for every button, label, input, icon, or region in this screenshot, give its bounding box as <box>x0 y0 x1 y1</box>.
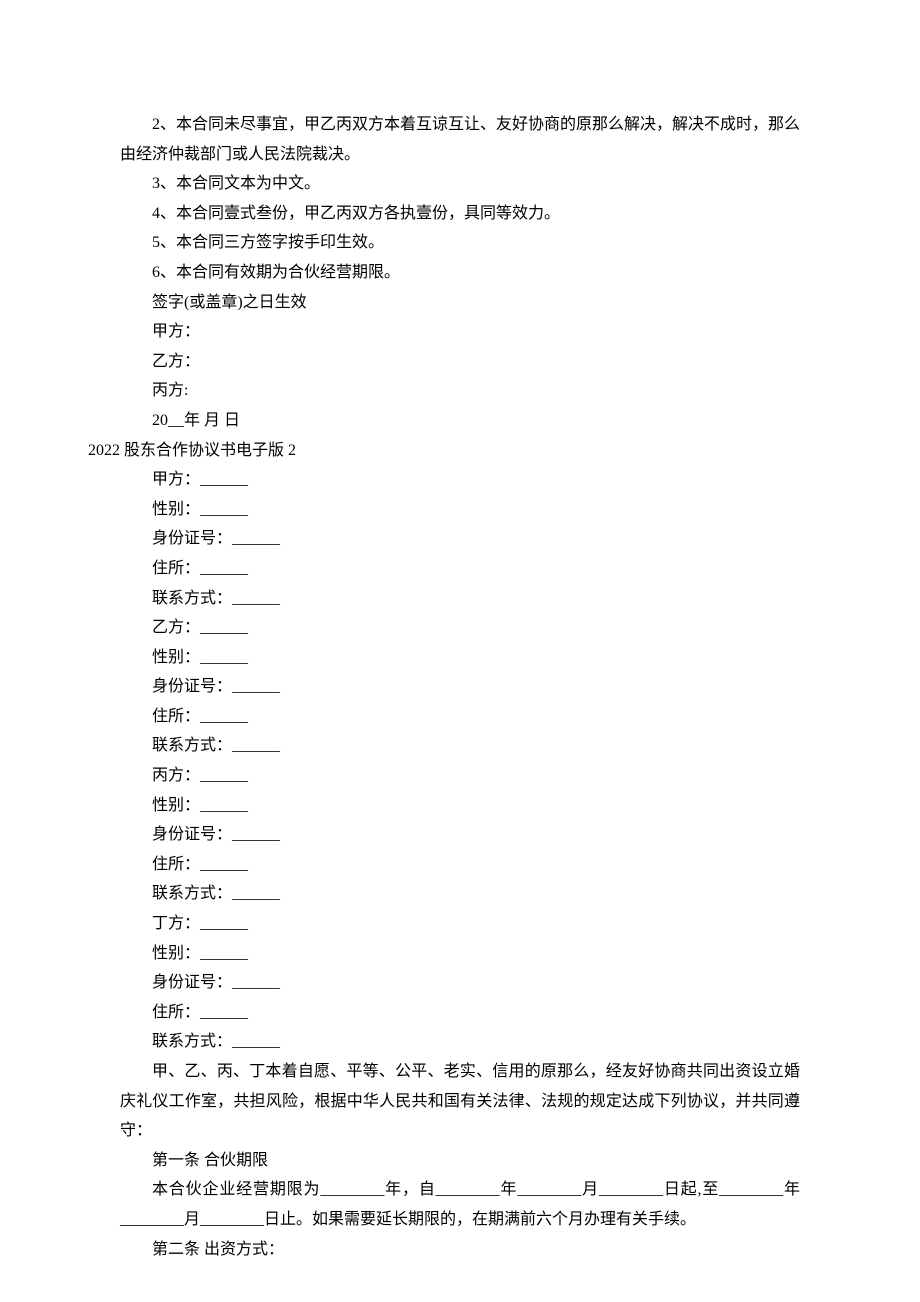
party-b-addr: 住所：______ <box>120 702 800 732</box>
party-d-contact: 联系方式：______ <box>120 1027 800 1057</box>
clause-2: 2、本合同未尽事宜，甲乙丙双方本着互谅互让、友好协商的原那么解决，解决不成时，那… <box>120 110 800 169</box>
party-b-contact: 联系方式：______ <box>120 731 800 761</box>
party-d-name: 丁方：______ <box>120 909 800 939</box>
party-d-gender: 性别：______ <box>120 939 800 969</box>
article-1-title: 第一条 合伙期限 <box>120 1146 800 1176</box>
preamble: 甲、乙、丙、丁本着自愿、平等、公平、老实、信用的原那么，经友好协商共同出资设立婚… <box>120 1057 800 1146</box>
party-b-name: 乙方：______ <box>120 613 800 643</box>
party-b-id: 身份证号：______ <box>120 672 800 702</box>
clause-3: 3、本合同文本为中文。 <box>120 169 800 199</box>
party-c-gender: 性别：______ <box>120 791 800 821</box>
party-a-id: 身份证号：______ <box>120 524 800 554</box>
party-a-contact: 联系方式：______ <box>120 584 800 614</box>
party-a-addr: 住所：______ <box>120 554 800 584</box>
clause-5: 5、本合同三方签字按手印生效。 <box>120 228 800 258</box>
party-a-gender: 性别：______ <box>120 495 800 525</box>
party-c-sign: 丙方: <box>120 376 800 406</box>
clause-6: 6、本合同有效期为合伙经营期限。 <box>120 258 800 288</box>
article-1-body: 本合伙企业经营期限为________年，自________年________月_… <box>120 1175 800 1234</box>
article-2-title: 第二条 出资方式： <box>120 1235 800 1265</box>
party-d-id: 身份证号：______ <box>120 968 800 998</box>
party-b-gender: 性别：______ <box>120 643 800 673</box>
party-d-addr: 住所：______ <box>120 998 800 1028</box>
party-c-id: 身份证号：______ <box>120 820 800 850</box>
effective-note: 签字(或盖章)之日生效 <box>120 288 800 318</box>
party-a-sign: 甲方： <box>120 317 800 347</box>
clause-4: 4、本合同壹式叁份，甲乙丙双方各执壹份，具同等效力。 <box>120 199 800 229</box>
party-b-sign: 乙方： <box>120 347 800 377</box>
party-a-name: 甲方：______ <box>120 465 800 495</box>
party-c-addr: 住所：______ <box>120 850 800 880</box>
sign-date: 20__年 月 日 <box>120 406 800 436</box>
section-2-title: 2022 股东合作协议书电子版 2 <box>88 436 800 466</box>
party-c-contact: 联系方式：______ <box>120 879 800 909</box>
party-c-name: 丙方：______ <box>120 761 800 791</box>
